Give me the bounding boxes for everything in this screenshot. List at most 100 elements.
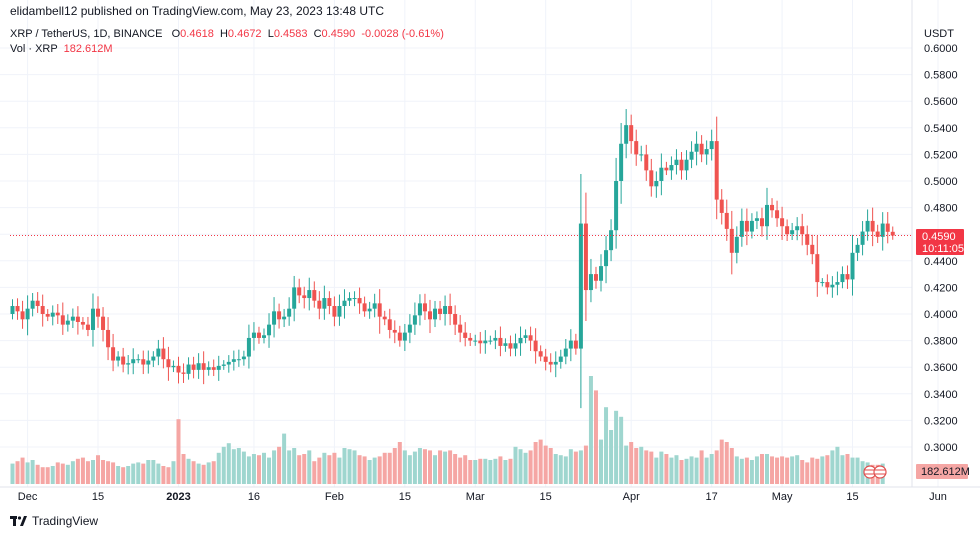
volume-bar <box>201 464 206 484</box>
volume-bar <box>60 463 65 484</box>
price-tag-countdown: 10:11:05 <box>922 243 964 255</box>
candle-body <box>10 306 15 314</box>
volume-bar <box>267 457 272 484</box>
volume-label[interactable]: Vol · XRP <box>10 43 58 55</box>
volume-bar <box>382 452 387 484</box>
price-tick-label: 0.3800 <box>924 336 958 348</box>
candle-body <box>739 220 744 237</box>
candle-body <box>654 181 659 187</box>
candle-body <box>558 356 563 362</box>
volume-bar <box>272 450 277 484</box>
volume-bar <box>669 457 674 484</box>
volume-bar <box>553 454 558 484</box>
volume-bar <box>191 461 196 484</box>
symbol-label[interactable]: XRP / TetherUS, 1D, BINANCE <box>10 28 163 40</box>
candle-body <box>221 364 226 366</box>
volume-bar <box>50 466 55 484</box>
volume-bar <box>639 446 644 484</box>
volume-bar <box>427 450 432 484</box>
candle-body <box>599 266 604 281</box>
volume-bar <box>196 463 201 484</box>
candle-body <box>15 306 20 312</box>
time-tick-label: 15 <box>399 491 411 503</box>
volume-bar <box>599 439 604 484</box>
volume-bar <box>121 467 126 484</box>
volume-bar <box>412 451 417 484</box>
candle-body <box>478 340 483 344</box>
volume-bar <box>25 462 30 484</box>
volume-bar <box>619 416 624 484</box>
volume-bar <box>85 461 90 484</box>
event-flags-icon[interactable] <box>863 465 887 479</box>
price-tick-label: 0.4000 <box>924 309 958 321</box>
price-axis[interactable]: 0.6000 0.5800 0.5600 0.5400 0.5200 0.5000 0.48… <box>924 43 958 454</box>
price-tick-label: 0.3200 <box>924 415 958 427</box>
high-value: 0.4672 <box>227 28 262 40</box>
volume-bar <box>830 450 835 484</box>
volume-bar <box>684 458 689 484</box>
volume-bar <box>795 455 800 484</box>
volume-bar <box>604 407 609 484</box>
volume-bar <box>634 448 639 484</box>
candle-body <box>297 287 302 296</box>
volume-bars <box>10 376 885 484</box>
volume-bar <box>855 457 860 484</box>
candle-body <box>875 231 880 237</box>
volume-bar <box>126 466 131 484</box>
volume-bar <box>236 448 241 484</box>
volume-bar <box>498 456 503 484</box>
candle-body <box>624 125 629 144</box>
volume-bar <box>860 461 865 484</box>
candle-body <box>679 159 684 171</box>
candle-body <box>226 361 231 365</box>
candle-body <box>362 303 367 312</box>
candle-body <box>865 220 870 232</box>
candle-body <box>438 308 443 314</box>
volume-bar <box>131 463 136 484</box>
volume-bar <box>332 452 337 484</box>
volume-bar <box>377 456 382 484</box>
volume-bar <box>256 455 261 484</box>
volume-bar <box>785 457 790 484</box>
candle-body <box>443 306 448 314</box>
volume-bar <box>186 458 191 484</box>
candle-body <box>800 226 805 235</box>
candle-body <box>614 181 619 231</box>
volume-bar <box>845 454 850 484</box>
candle-body <box>332 306 337 317</box>
candle-body <box>327 298 332 307</box>
volume-bar <box>443 451 448 484</box>
candle-body <box>90 308 95 330</box>
candle-body <box>810 244 815 255</box>
axis-currency-label: USDT <box>924 28 954 40</box>
candle-body <box>568 340 573 349</box>
volume-bar <box>448 450 453 484</box>
candle-body <box>382 316 387 320</box>
candle-body <box>684 159 689 171</box>
price-tick-label: 0.4800 <box>924 203 958 215</box>
volume-bar <box>659 451 664 484</box>
volume-bar <box>101 460 106 484</box>
candle-body <box>593 274 598 281</box>
volume-bar <box>694 457 699 484</box>
volume-bar <box>407 455 412 484</box>
footer-brand[interactable]: TradingView <box>10 514 98 528</box>
time-axis[interactable]: Dec 15 2023 16 Feb 15 Mar 15 Apr 17 May 15 Jun <box>18 491 947 503</box>
candle-body <box>367 308 372 312</box>
volume-bar <box>850 457 855 484</box>
volume-bar <box>166 467 171 484</box>
volume-bar <box>528 450 533 484</box>
volume-bar <box>775 457 780 484</box>
candle-body <box>619 143 624 181</box>
volume-bar <box>111 462 116 484</box>
volume-bar <box>40 467 45 484</box>
volume-bar <box>765 454 769 484</box>
candle-body <box>845 274 850 280</box>
price-tag: 0.4590 10:11:05 <box>916 229 964 255</box>
candle-body <box>186 364 191 374</box>
candle-body <box>412 315 417 325</box>
candle-body <box>292 287 297 309</box>
candle-body <box>795 226 800 231</box>
volume-bar <box>780 456 785 484</box>
